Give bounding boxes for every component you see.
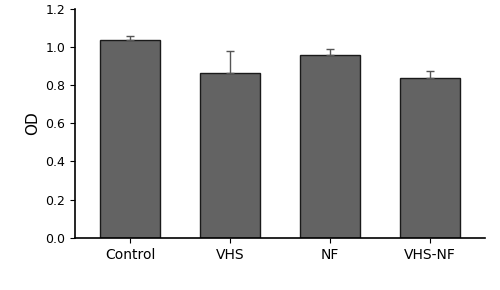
Bar — [100, 40, 160, 238]
Y-axis label: OD: OD — [24, 111, 40, 135]
Bar — [400, 78, 460, 238]
Bar — [300, 55, 360, 238]
Bar — [200, 73, 260, 238]
